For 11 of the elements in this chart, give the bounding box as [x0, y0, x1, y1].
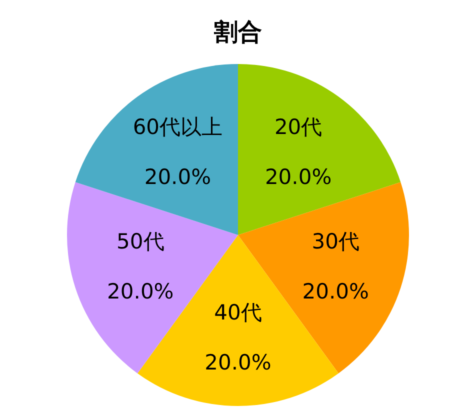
chart-title: 割合 — [213, 18, 262, 46]
data-label: 20.0% — [144, 164, 212, 189]
data-label: 20.0% — [204, 350, 272, 375]
slice-label: 20代 — [274, 114, 322, 139]
slice-label: 40代 — [214, 300, 262, 325]
slice-label: 50代 — [116, 230, 164, 254]
slice-label: 60代以上 — [132, 114, 223, 139]
data-label: 20.0% — [264, 164, 332, 189]
slice-label: 30代 — [312, 230, 360, 254]
data-label: 20.0% — [107, 280, 174, 304]
data-label: 20.0% — [302, 280, 369, 304]
